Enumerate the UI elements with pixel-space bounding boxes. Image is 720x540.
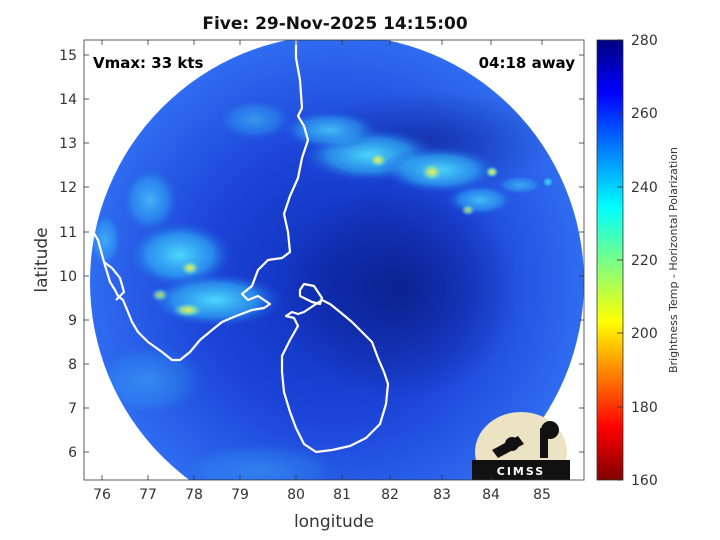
y-tick-label: 13 [59, 136, 77, 152]
axes-frame [83, 39, 585, 481]
colorbar-tick-label: 180 [631, 400, 658, 416]
y-tick-label: 11 [59, 225, 77, 241]
x-tick-label: 85 [533, 487, 551, 503]
cimss-logo: CIMSS [472, 412, 570, 480]
x-axis: 76 77 78 79 80 81 82 83 84 85 longitude [93, 40, 551, 532]
colorbar-tick-label: 220 [631, 253, 658, 269]
time-away-label: 04:18 away [479, 54, 576, 72]
logo-satellite-dish-2 [505, 437, 519, 451]
coastlines [85, 40, 390, 454]
colorbar-label: Brightness Temp - Horizontal Polarizatio… [667, 147, 680, 373]
sri-lanka-coastline [280, 298, 390, 454]
y-tick-label: 10 [59, 269, 77, 285]
x-tick-label: 83 [433, 487, 451, 503]
logo-water-tower [541, 421, 559, 439]
logo-text: CIMSS [497, 465, 545, 478]
y-axis-label: latitude [32, 227, 52, 292]
colorbar: 160 180 200 220 240 260 280 Brightness T… [596, 33, 680, 489]
x-tick-label: 77 [139, 487, 157, 503]
y-tick-label: 9 [68, 313, 77, 329]
x-tick-label: 76 [93, 487, 111, 503]
y-tick-label: 12 [59, 180, 77, 196]
x-tick-label: 79 [231, 487, 249, 503]
y-tick-label: 6 [68, 445, 77, 461]
x-tick-marks [101, 40, 543, 480]
x-tick-label: 82 [381, 487, 399, 503]
y-tick-marks [84, 54, 584, 453]
india-inlet [103, 261, 126, 301]
y-tick-label: 14 [59, 92, 77, 108]
y-tick-label: 7 [68, 401, 77, 417]
india-coastline [85, 40, 310, 362]
colorbar-tick-label: 280 [631, 33, 658, 49]
logo-water-tower-leg [540, 428, 548, 458]
y-axis: 6 7 8 9 10 11 12 13 14 15 latitude [32, 48, 584, 461]
logo-banner [472, 460, 570, 480]
vmax-label: Vmax: 33 kts [93, 54, 203, 72]
colorbar-ticks [617, 39, 623, 481]
map-area: CIMSS Vmax: 33 kts 04:18 away [83, 39, 585, 481]
chart-title: Five: 29-Nov-2025 14:15:00 [202, 14, 467, 34]
y-tick-label: 8 [68, 357, 77, 373]
x-tick-label: 84 [482, 487, 500, 503]
x-tick-label: 80 [287, 487, 305, 503]
colorbar-tick-label: 160 [631, 473, 658, 489]
x-tick-label: 81 [333, 487, 351, 503]
colorbar-tick-label: 240 [631, 180, 658, 196]
colorbar-tick-label: 200 [631, 326, 658, 342]
x-tick-label: 78 [185, 487, 203, 503]
x-axis-label: longitude [294, 512, 374, 532]
y-tick-label: 15 [59, 48, 77, 64]
colorbar-tick-label: 260 [631, 106, 658, 122]
